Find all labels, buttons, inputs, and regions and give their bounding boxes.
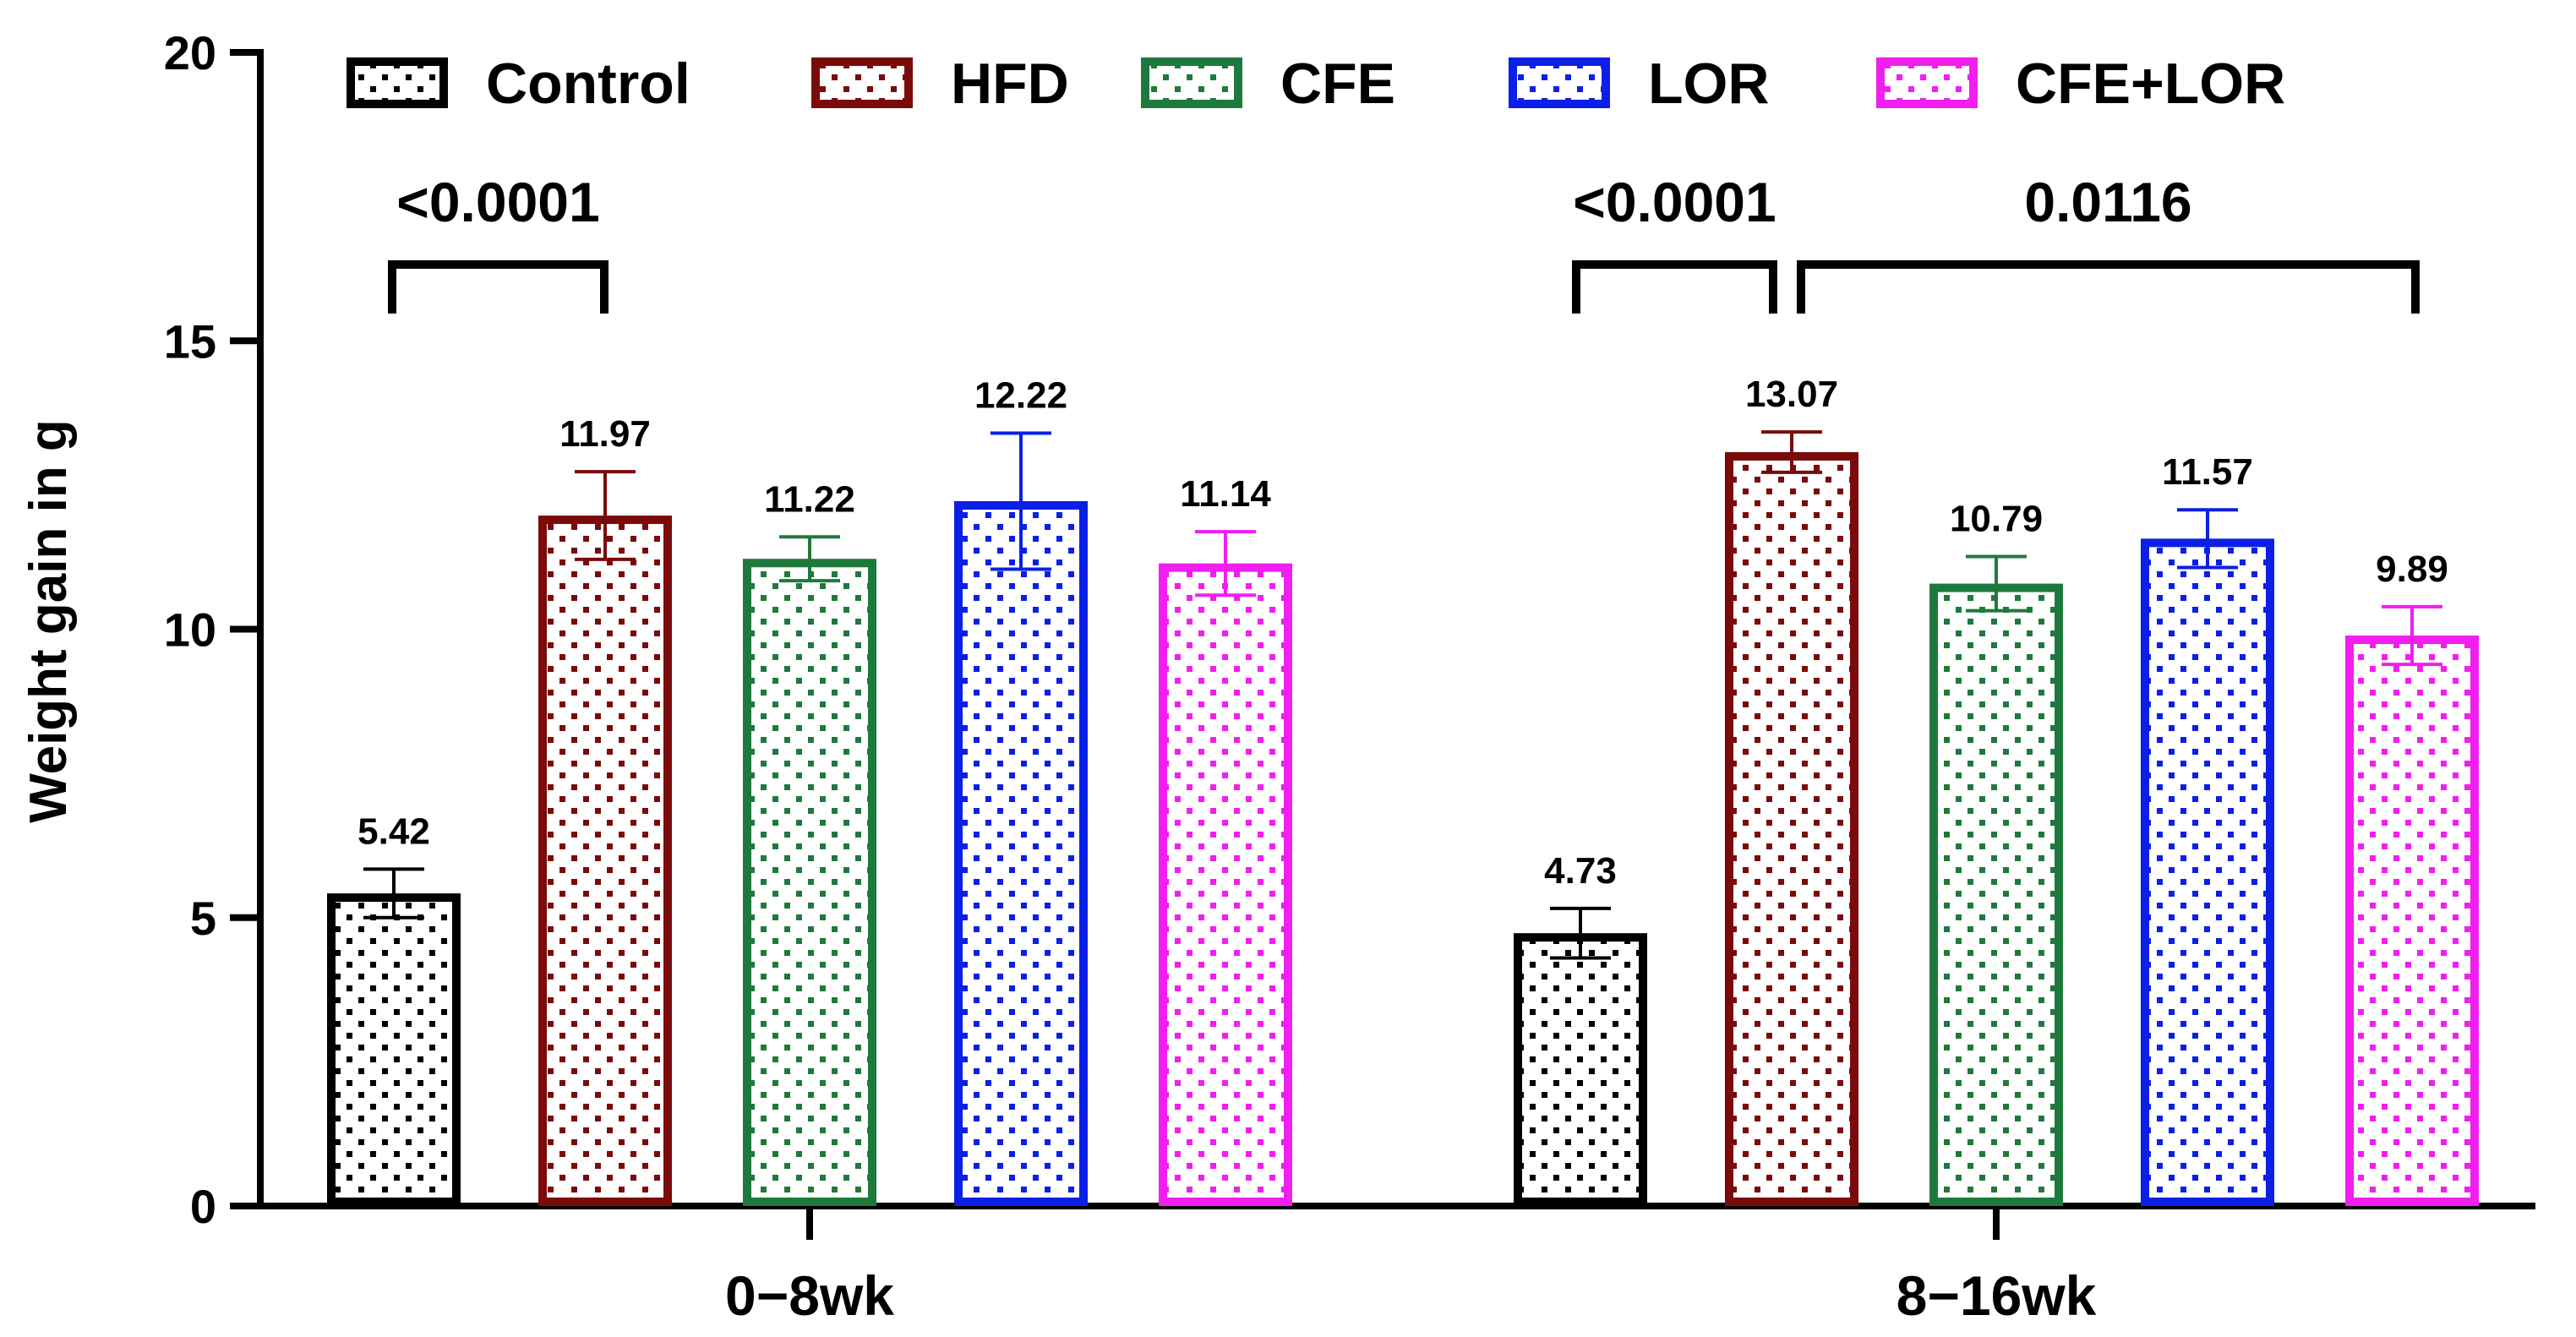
y-tick-label: 10 xyxy=(164,603,216,657)
p-value-label: 0.0116 xyxy=(2024,171,2191,233)
value-label-cfe-lor: 11.14 xyxy=(1180,473,1271,515)
x-category-label: 8−16wk xyxy=(1897,1264,2097,1327)
bar-cfe-0-8wk xyxy=(743,559,876,1206)
y-tick-label: 0 xyxy=(190,1180,216,1233)
legend-swatch-control xyxy=(347,57,448,108)
significance-bracket xyxy=(1572,260,1777,314)
legend-swatch-lor xyxy=(1509,57,1610,108)
error-bars xyxy=(363,430,2442,960)
bar-hfd-8-16wk xyxy=(1725,451,1858,1206)
value-label-cfe: 11.22 xyxy=(764,478,855,520)
legend-swatch-cfe-lor xyxy=(1876,57,1978,108)
bar-cfe-8-16wk xyxy=(1929,583,2063,1206)
x-category-label: 0−8wk xyxy=(725,1264,894,1327)
legend: Control HFD CFE LOR CFE+LOR xyxy=(347,52,2285,116)
y-tick-label: 20 xyxy=(164,26,216,79)
p-value-label: <0.0001 xyxy=(396,171,599,233)
value-label-lor: 11.57 xyxy=(2162,451,2253,493)
bar-control-8-16wk xyxy=(1514,933,1647,1206)
y-tick-label: 5 xyxy=(190,892,216,945)
y-axis-title: Weight gain in g xyxy=(19,419,78,823)
p-value-label: <0.0001 xyxy=(1573,171,1776,233)
bar-control-0-8wk xyxy=(327,893,461,1206)
legend-label-cfe: CFE xyxy=(1280,52,1395,116)
legend-label-lor: LOR xyxy=(1648,52,1770,116)
legend-label-hfd: HFD xyxy=(951,52,1069,116)
value-label-hfd: 13.07 xyxy=(1745,374,1838,415)
bar-hfd-0-8wk xyxy=(538,516,672,1206)
value-label-cfe: 10.79 xyxy=(1950,499,2043,540)
y-tick-label: 15 xyxy=(164,314,216,368)
bar-lor-8-16wk xyxy=(2141,538,2274,1206)
legend-swatch-hfd xyxy=(811,57,913,108)
value-label-lor: 12.22 xyxy=(974,374,1067,416)
value-label-hfd: 11.97 xyxy=(559,413,651,455)
bars xyxy=(327,451,2479,1206)
bar-cfe-lor-8-16wk xyxy=(2345,636,2479,1206)
legend-label-cfe-lor: CFE+LOR xyxy=(2016,52,2285,116)
value-labels: 5.42 4.73 11.97 13.07 11.22 10.79 12.22 11.57 11… xyxy=(357,374,2448,892)
legend-swatch-cfe xyxy=(1141,57,1242,108)
significance-brackets: <0.0001 <0.0001 0.0116 xyxy=(388,171,2420,314)
value-label-cfe-lor: 9.89 xyxy=(2376,548,2448,590)
bar-cfe-lor-0-8wk xyxy=(1159,563,1292,1206)
bar-lor-0-8wk xyxy=(954,500,1088,1206)
significance-bracket xyxy=(388,260,609,314)
value-label-control: 4.73 xyxy=(1544,850,1617,892)
legend-label-control: Control xyxy=(486,52,690,116)
value-label-control: 5.42 xyxy=(357,810,430,852)
significance-bracket xyxy=(1797,260,2420,314)
